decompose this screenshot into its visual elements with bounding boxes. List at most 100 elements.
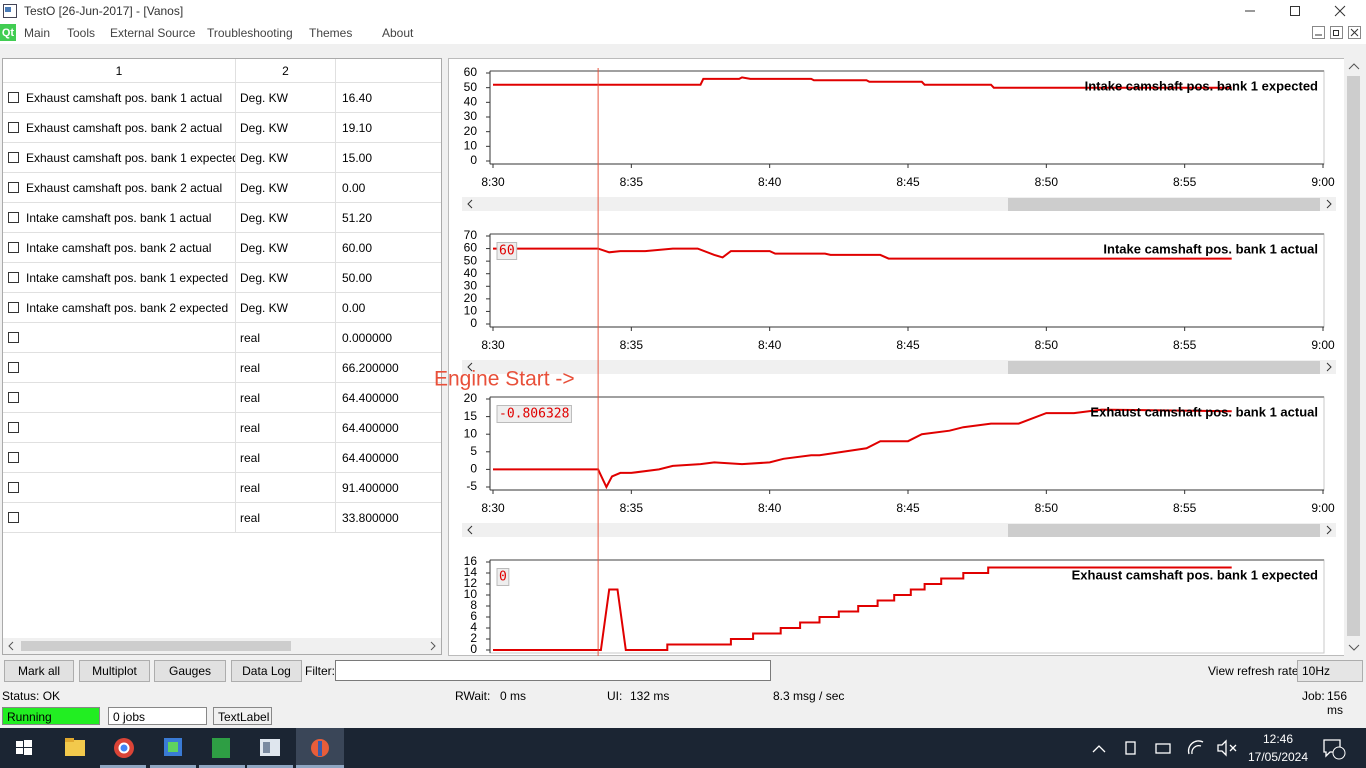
signal-name: Exhaust camshaft pos. bank 2 actual [26,120,223,135]
checkbox[interactable] [8,272,19,283]
refresh-combo[interactable]: 10Hz [1297,660,1363,682]
unit-cell: Deg. KW [236,83,336,113]
scroll-thumb[interactable] [1008,524,1320,537]
x-tick-label: 8:40 [758,338,782,352]
y-tick-label: 60 [464,65,478,79]
checkbox[interactable] [8,332,19,343]
checkbox[interactable] [8,212,19,223]
unit-cell: real [236,323,336,353]
name-cell: Exhaust camshaft pos. bank 2 actual [3,173,236,203]
signal-table: 1 2 Exhaust camshaft pos. bank 1 actual Deg… [2,58,442,655]
checkbox[interactable] [8,92,19,103]
y-tick-label: 12 [464,576,478,590]
menu-item[interactable]: Troubleshooting [207,26,293,40]
checkbox[interactable] [8,482,19,493]
button[interactable]: Mark all [4,660,74,682]
unit-cell: Deg. KW [236,143,336,173]
status-job: 156 ms [1327,689,1348,717]
y-tick-label: 60 [464,241,478,255]
scroll-thumb[interactable] [1008,361,1320,374]
name-cell: Intake camshaft pos. bank 1 actual [3,203,236,233]
mdi-controls[interactable] [1310,26,1366,40]
scroll-arrow-left[interactable] [467,525,473,535]
tray-icons[interactable] [1085,728,1245,768]
y-tick-label: 8 [470,598,477,612]
x-tick-label: 8:45 [896,338,920,352]
scroll-arrow-right[interactable] [1326,362,1332,372]
x-tick-label: 9:00 [1311,338,1335,352]
status-ui-label: UI: [607,689,623,703]
title-bar: TestO [26-Jun-2017] - [Vanos] [0,0,1366,22]
state-indicator: Running [2,707,100,725]
x-tick-label: 9:00 [1311,175,1335,189]
plot-title: Exhaust camshaft pos. bank 1 actual [1090,404,1318,419]
checkbox[interactable] [8,122,19,133]
signal-name: Intake camshaft pos. bank 1 actual [26,210,212,225]
menu-item[interactable]: Main [24,26,51,40]
menu-item[interactable]: About [382,26,414,40]
scroll-arrow-left[interactable] [467,362,473,372]
scroll-thumb[interactable] [21,641,291,651]
value-cell: 64.400000 [336,383,441,413]
h-scrollbar[interactable] [3,638,441,654]
checkbox[interactable] [8,422,19,433]
checkbox[interactable] [8,452,19,463]
jobs-indicator: 0 jobs [108,707,207,725]
window-icon [3,4,17,18]
unit-cell: Deg. KW [236,203,336,233]
unit-cell: real [236,503,336,533]
y-tick-label: 0 [470,153,477,167]
name-cell: Exhaust camshaft pos. bank 2 actual [3,113,236,143]
plot-area [489,396,1325,491]
name-cell: Intake camshaft pos. bank 1 expected [3,263,236,293]
scroll-arrows[interactable] [1348,61,1360,655]
name-cell: Intake camshaft pos. bank 2 expected [3,293,236,323]
y-tick-label: 40 [464,95,478,109]
button[interactable]: Gauges [154,660,226,682]
scroll-arrows[interactable] [6,641,438,651]
checkbox[interactable] [8,242,19,253]
y-tick-label: 5 [470,444,477,458]
checkbox[interactable] [8,512,19,523]
checkbox[interactable] [8,362,19,373]
menu-item[interactable]: Themes [309,26,353,40]
checkbox[interactable] [8,302,19,313]
value-cell: 91.400000 [336,473,441,503]
button[interactable]: Data Log [231,660,302,682]
scroll-arrow-right[interactable] [1326,199,1332,209]
y-tick-label: 14 [464,565,478,579]
y-tick-label: -5 [466,479,477,493]
column-header: 1 [3,59,236,83]
y-tick-label: 15 [464,409,478,423]
checkbox[interactable] [8,392,19,403]
unit-cell: real [236,443,336,473]
value-cell: 50.00 [336,263,441,293]
button[interactable]: Multiplot [79,660,150,682]
taskbar-icons[interactable] [0,728,360,768]
scroll-thumb[interactable] [1008,198,1320,211]
signal-name: Intake camshaft pos. bank 2 actual [26,240,212,255]
x-tick-label: 8:50 [1035,501,1059,515]
name-cell [3,323,236,353]
data-line [493,247,1232,260]
scroll-arrow-left[interactable] [467,199,473,209]
scroll-arrow-right[interactable] [1326,525,1332,535]
notifications[interactable] [1322,738,1346,760]
menu-item[interactable]: External Source [110,26,196,40]
status-rwait-label: RWait: [455,689,491,703]
readout-box [496,405,572,423]
window-controls[interactable] [1236,2,1356,20]
data-line [493,408,1232,490]
column-header [336,59,441,83]
checkbox[interactable] [8,182,19,193]
name-cell [3,473,236,503]
plot-title: Intake camshaft pos. bank 1 expected [1085,78,1318,93]
menu-item[interactable]: Tools [67,26,96,40]
scroll-thumb[interactable] [1347,76,1360,636]
value-cell: 0.00 [336,173,441,203]
filter-input[interactable] [335,660,771,681]
v-scrollbar[interactable] [1344,58,1363,656]
y-tick-label: 0 [470,316,477,330]
value-cell: 33.800000 [336,503,441,533]
checkbox[interactable] [8,152,19,163]
